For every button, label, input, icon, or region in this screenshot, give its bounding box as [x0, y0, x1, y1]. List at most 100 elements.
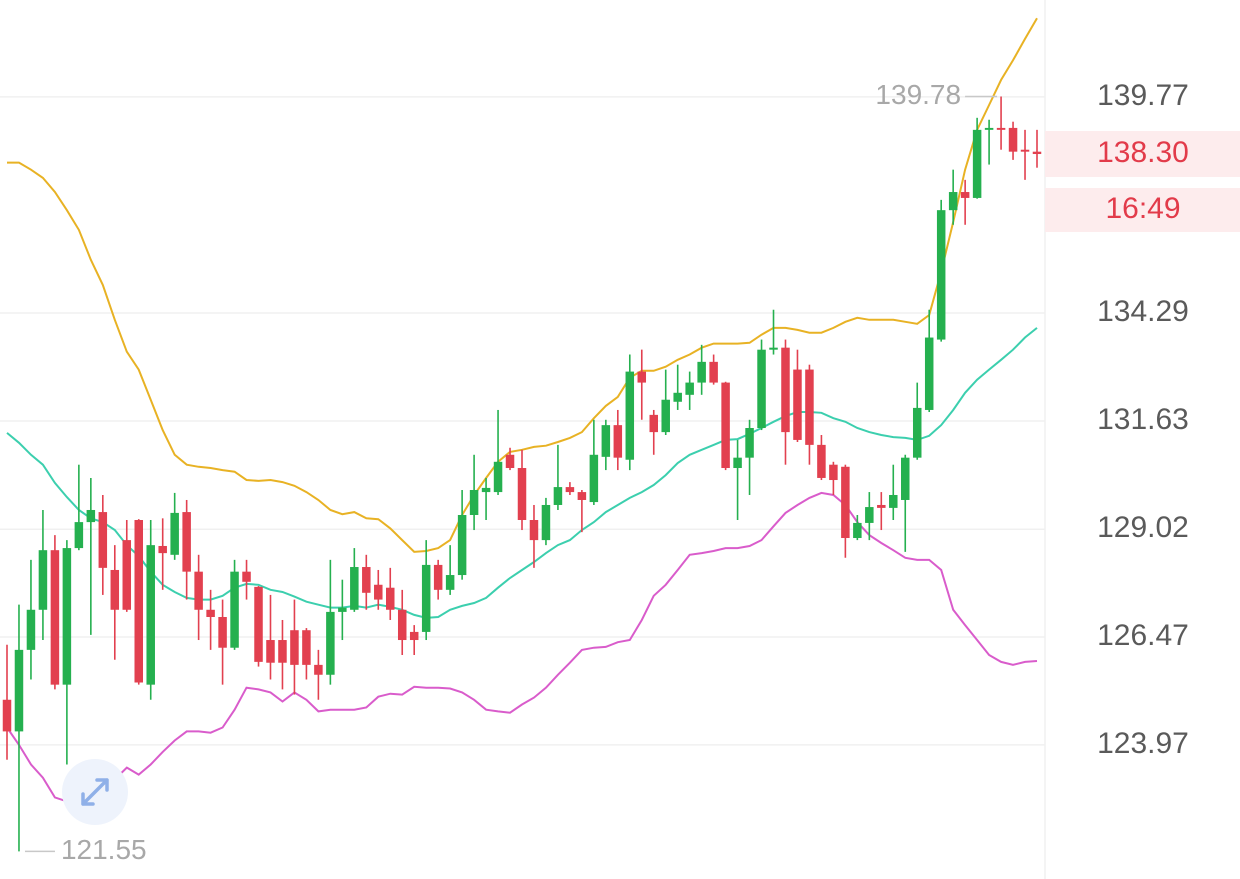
candle-body	[350, 567, 359, 610]
candle-body	[397, 609, 407, 641]
candle-body	[577, 492, 587, 500]
y-tick-label: 123.97	[1097, 727, 1189, 760]
candle-body	[721, 382, 730, 469]
candle-body	[134, 520, 143, 683]
axis-labels: 139.77 134.29 131.63 129.02 126.47 123.97 139.…	[24, 79, 1240, 865]
candle-body	[409, 631, 419, 641]
candle-body	[817, 444, 826, 478]
y-tick-label: 139.77	[1097, 79, 1189, 112]
candle-body	[625, 371, 635, 460]
candle-body	[182, 512, 191, 572]
candle-body	[685, 382, 694, 395]
candle-body	[565, 487, 575, 493]
candle-body	[194, 571, 203, 610]
candles	[2, 96, 1042, 852]
last-price-label: 138.30	[1097, 136, 1189, 169]
candle-body	[362, 567, 371, 593]
candle-body	[1020, 149, 1030, 152]
candle-body	[936, 210, 946, 340]
candle-body	[865, 507, 874, 523]
candle-body	[649, 414, 658, 433]
candle-body	[505, 454, 515, 469]
candle-body	[769, 347, 778, 350]
candle-body	[805, 369, 814, 445]
countdown-label: 16:49	[1105, 192, 1180, 225]
candle-body	[86, 509, 96, 523]
candle-body	[733, 457, 742, 469]
y-tick-label: 126.47	[1097, 619, 1189, 652]
candle-body	[218, 617, 227, 648]
candle-body	[290, 630, 299, 665]
countdown-box	[1045, 188, 1240, 233]
candle-body	[254, 586, 263, 662]
candle-body	[745, 428, 754, 458]
candle-body	[421, 564, 431, 632]
candle-body	[338, 607, 347, 612]
band-line	[6, 327, 1038, 619]
candle-body	[901, 457, 910, 500]
candle-body	[122, 540, 132, 610]
y-tick-label: 134.29	[1097, 295, 1189, 328]
candle-body	[589, 454, 599, 503]
candle-body	[242, 571, 251, 582]
candle-body	[158, 545, 167, 554]
candle-body	[326, 611, 335, 675]
band-line	[6, 491, 1038, 803]
candle-body	[757, 349, 766, 429]
candle-body	[541, 504, 551, 541]
candle-body	[146, 545, 155, 685]
candle-body	[445, 575, 455, 590]
candle-body	[697, 361, 706, 383]
candle-body	[553, 487, 563, 505]
candle-body	[1008, 127, 1018, 152]
candle-body	[673, 392, 682, 402]
candle-body	[481, 487, 491, 493]
high-annotation: 139.78	[875, 79, 961, 110]
candle-body	[433, 564, 443, 590]
band-line	[7, 17, 1038, 553]
expand-button[interactable]	[62, 759, 128, 825]
candle-body	[793, 369, 802, 440]
candle-body	[841, 466, 850, 539]
candle-body	[457, 514, 467, 576]
candle-body	[374, 584, 383, 600]
candle-body	[889, 494, 898, 508]
last-price-box	[1045, 131, 1240, 178]
candle-body	[110, 569, 120, 610]
candle-body	[26, 609, 36, 650]
candle-body	[661, 399, 670, 433]
candle-body	[637, 371, 647, 383]
y-tick-label: 131.63	[1097, 403, 1189, 436]
candle-body	[517, 468, 527, 521]
candle-body	[2, 699, 12, 732]
candle-body	[314, 664, 323, 675]
candle-body	[972, 129, 982, 198]
candle-body	[278, 640, 287, 663]
candle-body	[493, 461, 503, 493]
candle-body	[98, 512, 108, 568]
candle-body	[853, 522, 862, 539]
candle-body	[984, 127, 994, 130]
grid	[0, 96, 1045, 746]
candle-body	[170, 512, 179, 555]
candle-body	[469, 489, 479, 515]
candle-body	[601, 425, 611, 457]
candle-body	[829, 464, 838, 481]
y-tick-label: 129.02	[1097, 511, 1189, 544]
low-annotation: 121.55	[61, 834, 147, 865]
candle-body	[613, 425, 623, 458]
candle-body	[50, 550, 60, 685]
candle-body	[266, 640, 275, 663]
candle-body	[996, 127, 1006, 130]
candle-body	[386, 587, 395, 610]
candle-body	[62, 548, 72, 685]
candle-body	[14, 649, 24, 732]
candle-body	[781, 347, 790, 433]
candle-body	[709, 361, 718, 383]
candle-body	[924, 337, 934, 410]
bands	[6, 17, 1038, 803]
candle-body	[960, 192, 970, 198]
candle-body	[948, 192, 958, 211]
